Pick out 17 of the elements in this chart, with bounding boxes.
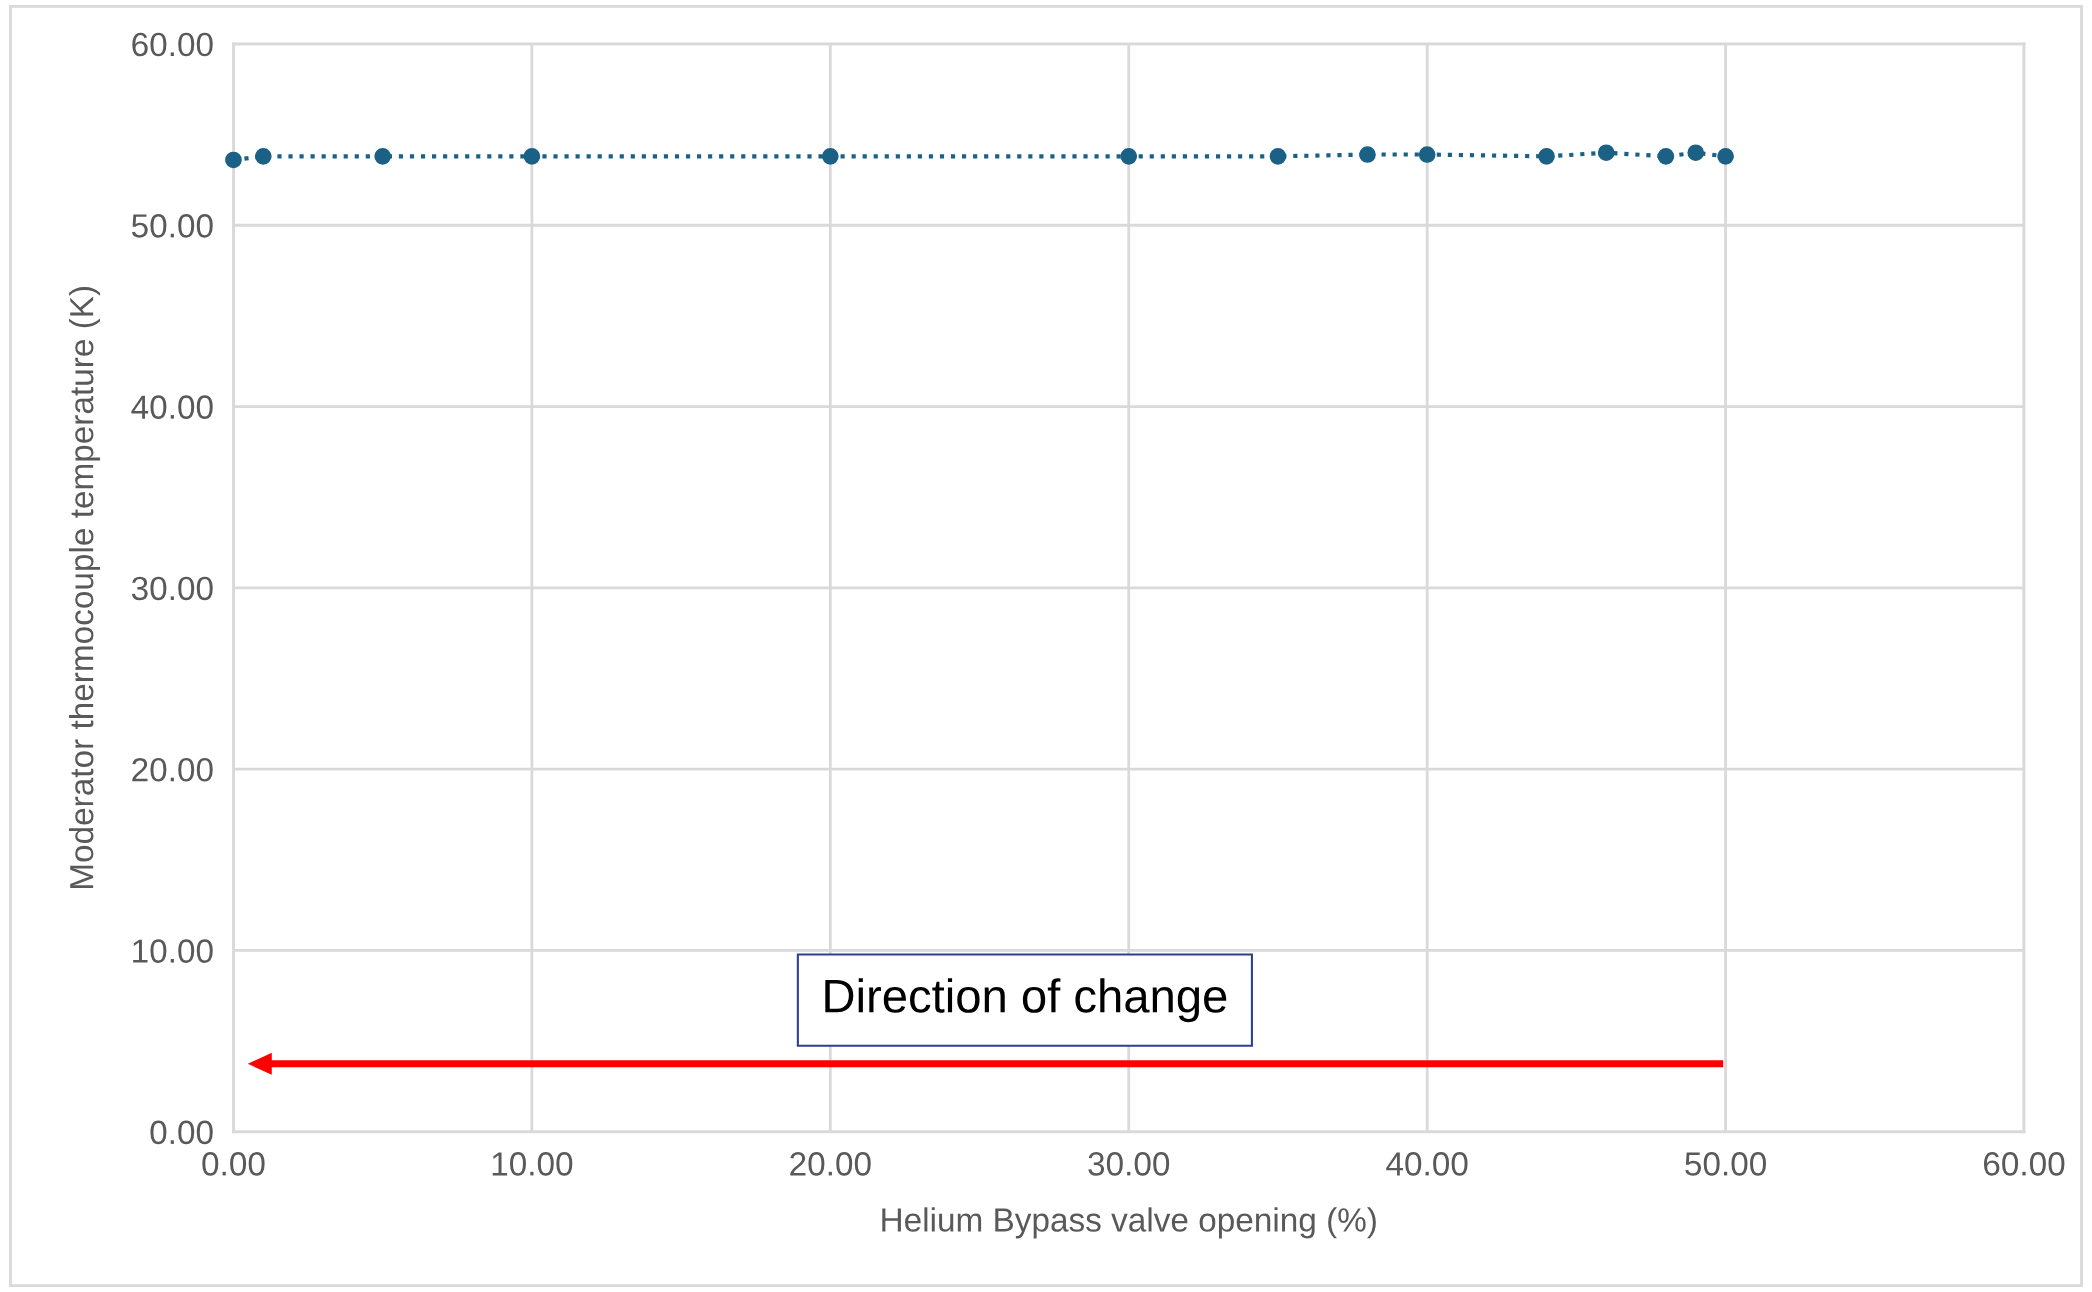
x-tick-label: 50.00 bbox=[1685, 1152, 1766, 1176]
y-tick-label: 40.00 bbox=[131, 395, 213, 419]
y-tick-label: 60.00 bbox=[132, 32, 213, 57]
y-tick-label: 0.00 bbox=[150, 1120, 213, 1145]
x-tick-label: 0.00 bbox=[202, 1152, 265, 1176]
y-tick-label: 20.00 bbox=[132, 757, 213, 782]
y-axis-title: Moderator thermocouple temperature (K) bbox=[68, 286, 101, 889]
x-axis-title: Helium Bypass valve opening (%) bbox=[882, 1207, 1376, 1239]
x-tick-label: 20.00 bbox=[790, 1152, 871, 1176]
y-tick-label: 30.00 bbox=[131, 576, 213, 601]
x-tick-label: 40.00 bbox=[1386, 1152, 1468, 1176]
annotation: Direction of change bbox=[825, 978, 1227, 1023]
y-tick-label: 50.00 bbox=[131, 214, 213, 238]
y-tick-label: 10.00 bbox=[133, 939, 213, 963]
x-tick-label: 10.00 bbox=[492, 1152, 573, 1176]
x-tick-label: 30.00 bbox=[1088, 1152, 1170, 1176]
x-tick-label: 60.00 bbox=[1984, 1152, 2065, 1176]
